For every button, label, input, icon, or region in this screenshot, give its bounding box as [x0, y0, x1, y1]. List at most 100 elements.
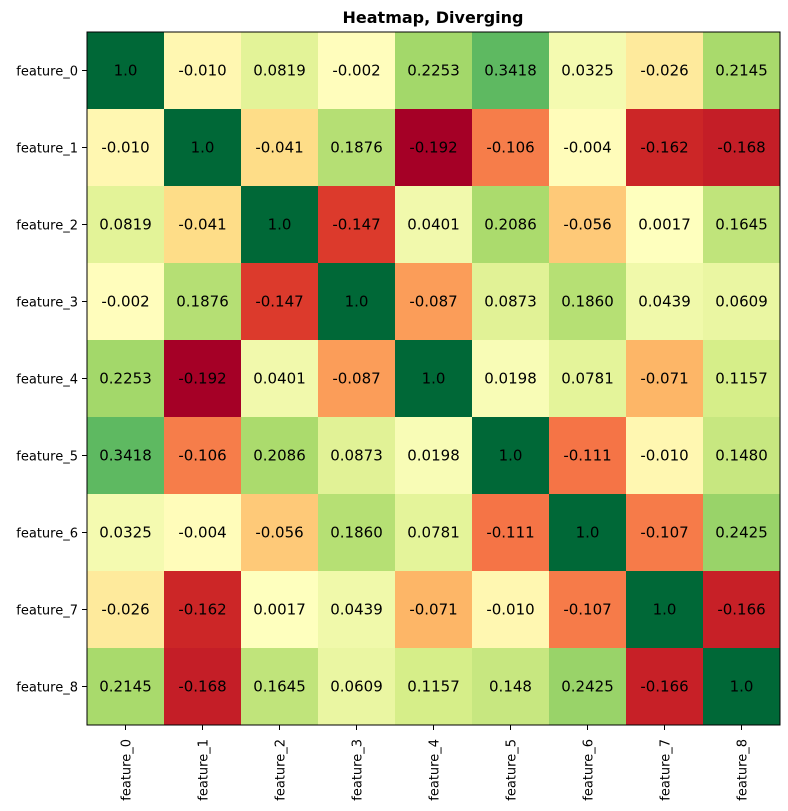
cell-value-label: -0.056	[255, 524, 303, 542]
heatmap-cell	[626, 648, 703, 725]
heatmap-cell	[318, 417, 395, 494]
cell-value-label: 0.1480	[715, 447, 768, 465]
heatmap-cell-labels: 1.0 -0.010 0.0819 -0.002 0.2253 0.3418 0.0325 -…	[99, 62, 768, 696]
cell-value-label: 0.2145	[99, 678, 152, 696]
cell-value-label: -0.041	[255, 139, 303, 157]
heatmap-cells	[87, 32, 780, 725]
cell-value-label: -0.087	[409, 293, 457, 311]
x-tick-label: feature_0	[120, 739, 135, 801]
heatmap-cell	[549, 494, 626, 571]
heatmap-cell	[87, 648, 164, 725]
cell-value-label: 0.0401	[407, 216, 460, 234]
cell-value-label: 0.1645	[253, 678, 306, 696]
heatmap-cell	[318, 340, 395, 417]
cell-value-label: 0.0017	[638, 216, 691, 234]
heatmap-cell	[318, 32, 395, 109]
heatmap-cell	[241, 109, 318, 186]
heatmap-cell	[626, 32, 703, 109]
cell-value-label: 0.1157	[407, 678, 460, 696]
y-tick-label: feature_0	[16, 65, 78, 80]
cell-value-label: 0.0873	[330, 447, 383, 465]
heatmap-cell	[472, 494, 549, 571]
cell-value-label: -0.004	[178, 524, 226, 542]
cell-value-label: -0.166	[640, 678, 688, 696]
cell-value-label: 1.0	[499, 447, 523, 465]
heatmap-cell	[472, 109, 549, 186]
cell-value-label: -0.002	[101, 293, 149, 311]
heatmap-cell	[318, 109, 395, 186]
heatmap-cell	[626, 340, 703, 417]
heatmap-cell	[549, 571, 626, 648]
x-tick-label: feature_3	[351, 739, 366, 801]
cell-value-label: -0.010	[640, 447, 688, 465]
heatmap-cell	[472, 340, 549, 417]
cell-value-label: -0.147	[332, 216, 380, 234]
heatmap-cell	[549, 417, 626, 494]
cell-value-label: -0.004	[563, 139, 611, 157]
cell-value-label: 0.1860	[330, 524, 383, 542]
cell-value-label: -0.026	[640, 62, 688, 80]
cell-value-label: 1.0	[576, 524, 600, 542]
heatmap-cell	[703, 32, 780, 109]
heatmap-cell	[626, 186, 703, 263]
heatmap-cell	[318, 186, 395, 263]
cell-value-label: 0.3418	[484, 62, 537, 80]
cell-value-label: -0.026	[101, 601, 149, 619]
y-tick-label: feature_7	[16, 604, 78, 619]
cell-value-label: -0.111	[563, 447, 611, 465]
heatmap-cell	[318, 263, 395, 340]
heatmap-cell	[164, 109, 241, 186]
heatmap-cell	[703, 648, 780, 725]
x-tick-label: feature_7	[659, 739, 674, 801]
cell-value-label: -0.147	[255, 293, 303, 311]
heatmap-cell	[472, 263, 549, 340]
x-axis: feature_0 feature_1 feature_2 feature_3 feat…	[120, 725, 751, 801]
heatmap-cell	[164, 32, 241, 109]
heatmap-cell	[87, 340, 164, 417]
heatmap-cell	[241, 263, 318, 340]
cell-value-label: -0.168	[178, 678, 226, 696]
heatmap-cell	[395, 186, 472, 263]
y-tick-label: feature_1	[16, 142, 78, 157]
heatmap-cell	[395, 109, 472, 186]
cell-value-label: 0.0609	[330, 678, 383, 696]
heatmap-cell	[395, 648, 472, 725]
heatmap-cell	[472, 186, 549, 263]
heatmap-cell	[395, 32, 472, 109]
heatmap-cell	[87, 263, 164, 340]
cell-value-label: 0.1860	[561, 293, 614, 311]
heatmap-cell	[87, 571, 164, 648]
cell-value-label: -0.010	[178, 62, 226, 80]
cell-value-label: -0.166	[717, 601, 765, 619]
heatmap-cell	[164, 494, 241, 571]
cell-value-label: -0.056	[563, 216, 611, 234]
cell-value-label: -0.002	[332, 62, 380, 80]
cell-value-label: 0.0198	[407, 447, 460, 465]
cell-value-label: -0.107	[563, 601, 611, 619]
heatmap-cell	[241, 571, 318, 648]
heatmap-cell	[703, 494, 780, 571]
cell-value-label: 0.0198	[484, 370, 537, 388]
heatmap-cell	[472, 32, 549, 109]
heatmap-cell	[395, 340, 472, 417]
cell-value-label: 1.0	[191, 139, 215, 157]
cell-value-label: 0.148	[489, 678, 532, 696]
heatmap-cell	[87, 109, 164, 186]
heatmap-cell	[703, 186, 780, 263]
cell-value-label: 0.0781	[561, 370, 614, 388]
plot-frame	[86, 31, 781, 726]
heatmap-cell	[164, 571, 241, 648]
cell-value-label: -0.106	[178, 447, 226, 465]
cell-value-label: -0.041	[178, 216, 226, 234]
cell-value-label: -0.010	[101, 139, 149, 157]
heatmap-cell	[626, 417, 703, 494]
heatmap-cell	[472, 571, 549, 648]
cell-value-label: 0.1876	[330, 139, 383, 157]
cell-value-label: 0.0439	[330, 601, 383, 619]
cell-value-label: 0.1645	[715, 216, 768, 234]
heatmap-cell	[703, 571, 780, 648]
heatmap-cell	[241, 186, 318, 263]
heatmap-cell	[395, 494, 472, 571]
cell-value-label: 1.0	[653, 601, 677, 619]
